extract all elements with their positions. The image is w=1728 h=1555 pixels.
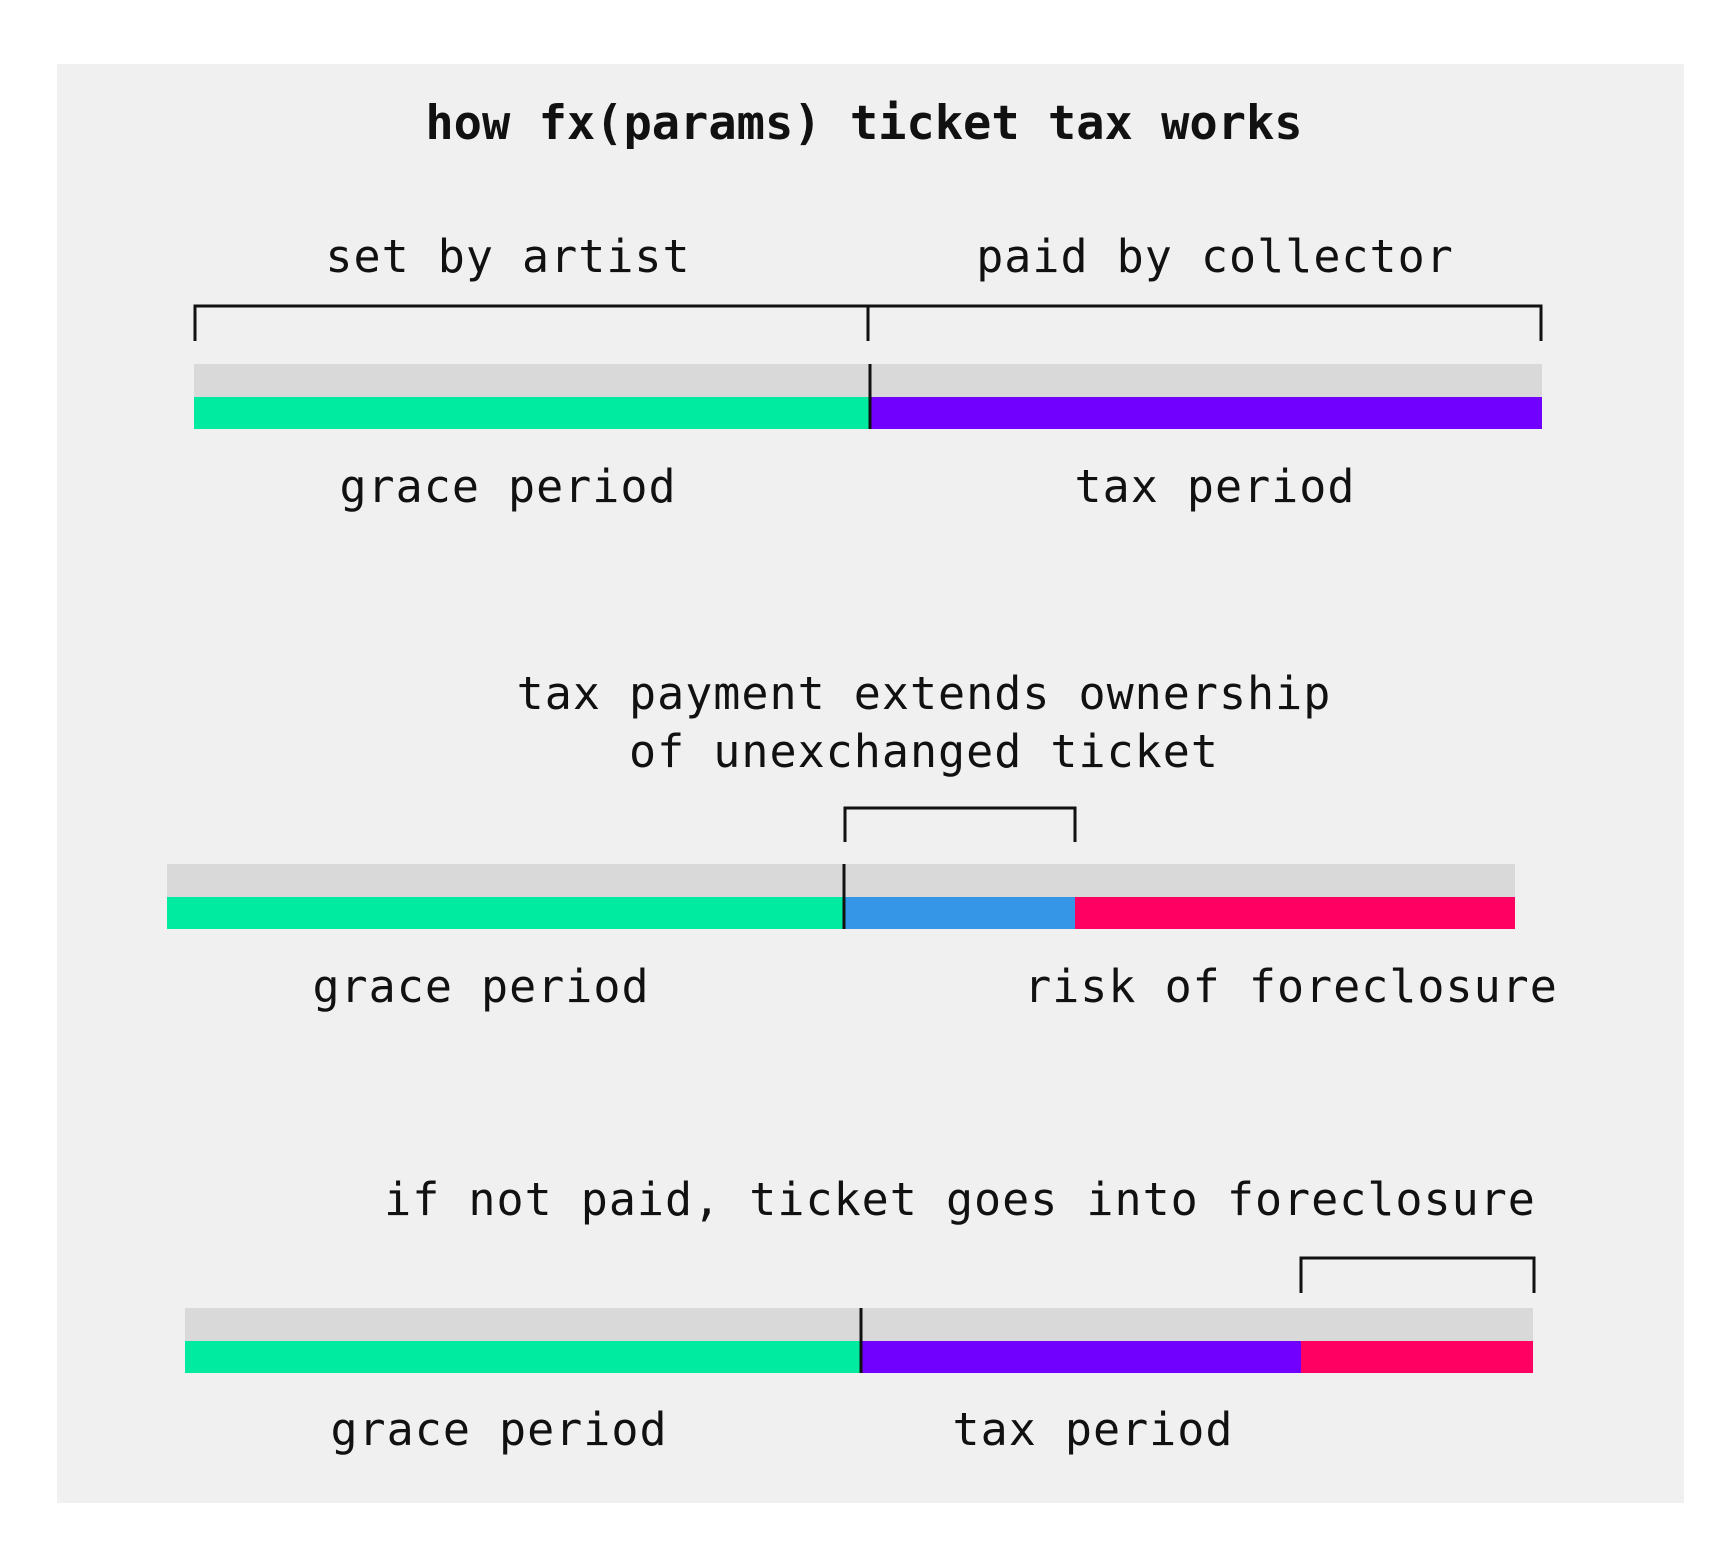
label-tax-period: tax period (1074, 460, 1356, 513)
label-grace-period: grace period (339, 460, 677, 513)
grace-period-bar (185, 1341, 861, 1373)
bracket-artist-collector (193, 304, 1543, 341)
label-paid-by-collector: paid by collector (976, 230, 1454, 283)
foreclosure-bar (1301, 1341, 1533, 1373)
foreclosure-risk-bar (1075, 897, 1515, 929)
bracket-extension (843, 806, 1077, 842)
grace-period-bar (167, 897, 843, 929)
note-line: of unexchanged ticket (629, 725, 1219, 778)
note-line: tax payment extends ownership (516, 667, 1332, 720)
track-bar (194, 364, 1542, 397)
grace-period-bar (194, 397, 870, 429)
note-tax-extends-ownership: tax payment extends ownership of unexcha… (444, 665, 1404, 781)
bracket-foreclosure (1299, 1256, 1536, 1293)
extension-bar (843, 897, 1075, 929)
note-not-paid-foreclosure: if not paid, ticket goes into foreclosur… (384, 1173, 1536, 1226)
tax-period-bar (870, 397, 1542, 429)
timeline-row-1 (193, 304, 1543, 429)
track-bar (167, 864, 1515, 897)
timeline-row-3 (185, 1256, 1536, 1373)
diagram-title: how fx(params) ticket tax works (425, 96, 1303, 151)
label-grace-period: grace period (330, 1403, 668, 1456)
diagram-panel (57, 64, 1684, 1503)
label-tax-period: tax period (952, 1403, 1234, 1456)
timeline-row-2 (167, 806, 1515, 929)
label-set-by-artist: set by artist (325, 230, 691, 283)
label-grace-period: grace period (312, 960, 650, 1013)
label-risk-of-foreclosure: risk of foreclosure (1024, 960, 1558, 1013)
tax-period-bar (861, 1341, 1301, 1373)
track-bar (185, 1308, 1533, 1341)
